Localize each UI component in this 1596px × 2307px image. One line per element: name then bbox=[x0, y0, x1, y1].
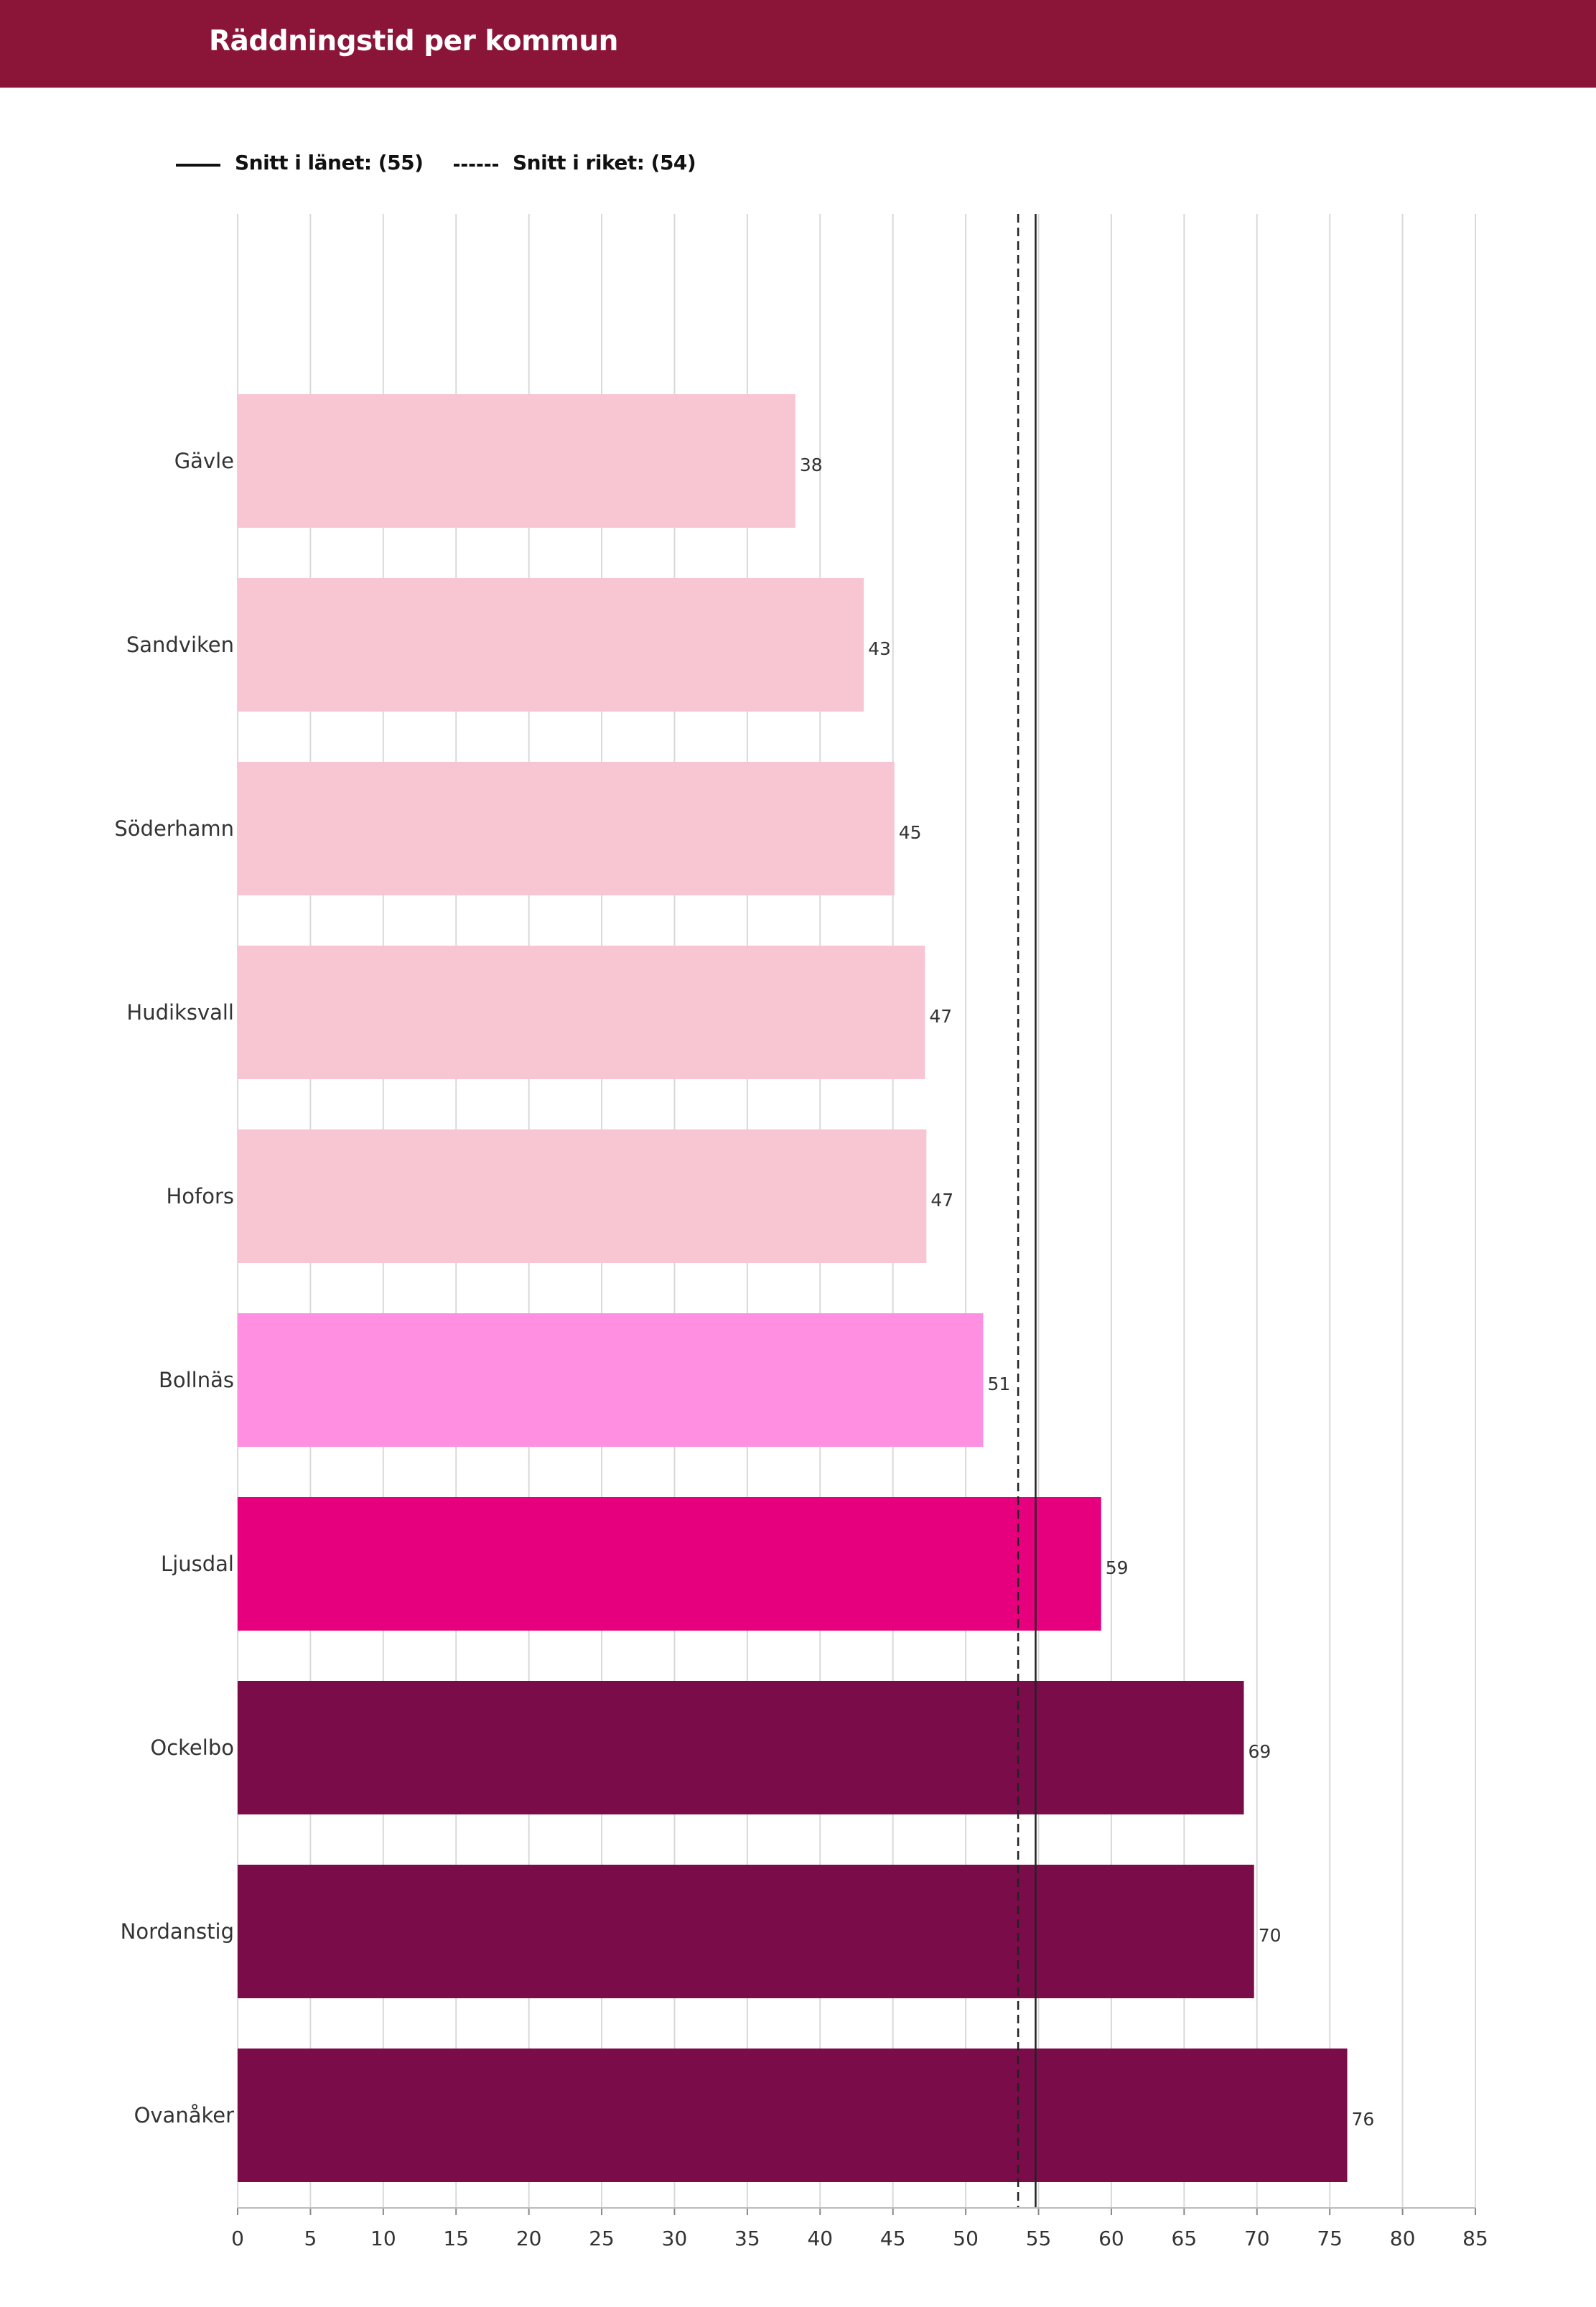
bar-nordanstig bbox=[238, 1865, 1254, 1998]
x-tick-label-40: 40 bbox=[807, 2227, 833, 2250]
category-label-bolln-s: Bollnäs bbox=[159, 1368, 234, 1392]
x-tick-label-15: 15 bbox=[443, 2227, 469, 2250]
bar-ljusdal bbox=[238, 1497, 1101, 1631]
category-label-sandviken: Sandviken bbox=[126, 633, 234, 657]
dashed-line-icon bbox=[454, 164, 498, 167]
labels: Gävle 38 Sandviken 43 Söderhamn 45 Hudiksvall 4… bbox=[114, 449, 1374, 2130]
x-tick-label-45: 45 bbox=[880, 2227, 906, 2250]
x-tick-label-65: 65 bbox=[1172, 2227, 1198, 2250]
bar-ovan-ker bbox=[238, 2049, 1348, 2182]
x-tick-label-75: 75 bbox=[1317, 2227, 1343, 2250]
category-label-ockelbo: Ockelbo bbox=[150, 1735, 234, 1760]
value-label-ljusdal: 59 bbox=[1106, 1557, 1129, 1578]
x-tick-label-80: 80 bbox=[1390, 2227, 1416, 2250]
bar-s-derhamn bbox=[238, 762, 895, 895]
value-label-hudiksvall: 47 bbox=[929, 1006, 952, 1027]
bar-hudiksvall bbox=[238, 946, 925, 1079]
bar-hofors bbox=[238, 1129, 927, 1263]
value-label-g-vle: 38 bbox=[800, 455, 823, 475]
legend-label-national-average: Snitt i riket: (54) bbox=[513, 151, 696, 174]
value-label-hofors: 47 bbox=[930, 1190, 953, 1211]
category-label-ovan-ker: Ovanåker bbox=[134, 2103, 235, 2127]
bars bbox=[238, 394, 1348, 2182]
bar-sandviken bbox=[238, 578, 864, 712]
x-tick-label-85: 85 bbox=[1462, 2227, 1488, 2250]
category-label-hudiksvall: Hudiksvall bbox=[126, 1000, 234, 1025]
x-tick-label-5: 5 bbox=[304, 2227, 317, 2250]
legend: Snitt i länet: (55) Snitt i riket: (54) bbox=[0, 144, 1596, 187]
solid-line-icon bbox=[176, 164, 220, 167]
x-tick-label-25: 25 bbox=[589, 2227, 615, 2250]
category-label-nordanstig: Nordanstig bbox=[121, 1919, 234, 1944]
x-tick-label-50: 50 bbox=[953, 2227, 979, 2250]
value-label-ovan-ker: 76 bbox=[1352, 2109, 1375, 2130]
x-tick-label-20: 20 bbox=[516, 2227, 542, 2250]
x-tick-label-55: 55 bbox=[1026, 2227, 1052, 2250]
bar-g-vle bbox=[238, 394, 795, 528]
x-tick-label-10: 10 bbox=[370, 2227, 396, 2250]
header-bar: Räddningstid per kommun bbox=[0, 0, 1596, 88]
x-tick-label-35: 35 bbox=[734, 2227, 760, 2250]
value-label-nordanstig: 70 bbox=[1259, 1925, 1282, 1946]
value-label-ockelbo: 69 bbox=[1249, 1741, 1271, 1762]
x-axis: 0 5 10 15 20 25 30 35 40 45 50 55 60 65 70 75 80 85 bbox=[231, 2207, 1488, 2250]
legend-label-county-average: Snitt i länet: (55) bbox=[235, 151, 424, 174]
x-tick-label-70: 70 bbox=[1244, 2227, 1270, 2250]
bar-ockelbo bbox=[238, 1681, 1244, 1814]
page-title: Räddningstid per kommun bbox=[209, 25, 618, 57]
value-label-bolln-s: 51 bbox=[987, 1374, 1010, 1394]
reference-lines bbox=[1017, 214, 1037, 2208]
bar-bolln-s bbox=[238, 1313, 984, 1447]
category-label-ljusdal: Ljusdal bbox=[161, 1552, 234, 1576]
x-tick-label-60: 60 bbox=[1098, 2227, 1124, 2250]
value-label-sandviken: 43 bbox=[868, 638, 891, 659]
value-label-s-derhamn: 45 bbox=[899, 822, 922, 843]
x-tick-label-30: 30 bbox=[662, 2227, 688, 2250]
category-label-g-vle: Gävle bbox=[174, 449, 234, 473]
x-tick-label-0: 0 bbox=[231, 2227, 244, 2250]
category-label-hofors: Hofors bbox=[166, 1184, 234, 1208]
category-label-s-derhamn: Söderhamn bbox=[114, 816, 234, 841]
